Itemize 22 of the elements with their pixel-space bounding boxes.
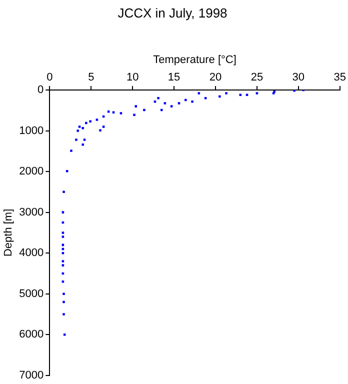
y-axis-title: Depth [m] xyxy=(2,208,15,257)
y-tick-label: 2000 xyxy=(19,166,44,178)
chart-title: JCCX in July, 1998 xyxy=(118,5,228,20)
x-tick-label: 10 xyxy=(126,71,139,84)
y-tick-label: 4000 xyxy=(19,247,44,260)
y-tick-label: 3000 xyxy=(19,206,44,218)
x-tick-label: 35 xyxy=(334,71,346,84)
x-tick-label: 20 xyxy=(209,71,222,84)
point xyxy=(63,333,66,336)
x-tick-label: 15 xyxy=(168,71,180,84)
x-tick-label: 25 xyxy=(250,71,264,84)
y-tick-label: 1000 xyxy=(19,124,44,137)
y-tick-label: 6000 xyxy=(19,328,44,341)
y-tick-label: 5000 xyxy=(19,288,44,300)
y-tick-label: 7000 xyxy=(19,369,44,382)
x-axis-title: Temperature [°C] xyxy=(153,54,236,66)
point xyxy=(62,280,64,283)
y-tick-label: 0 xyxy=(38,84,44,96)
x-tick-label: 0 xyxy=(46,71,53,84)
x-tick-label: 5 xyxy=(88,71,94,84)
x-tick-label: 30 xyxy=(292,71,305,84)
point xyxy=(154,100,156,103)
